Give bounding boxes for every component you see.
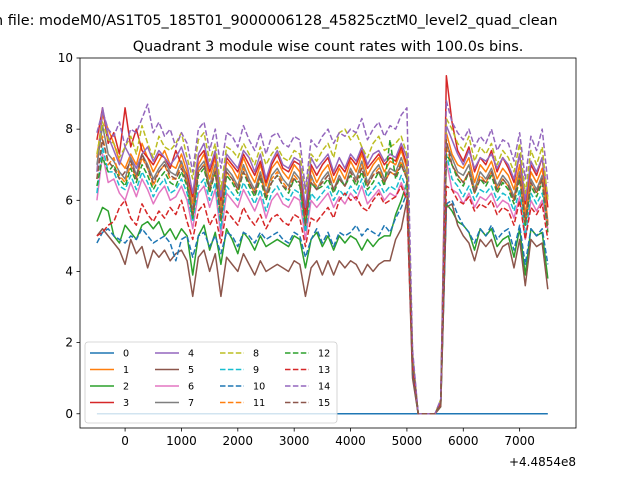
legend-label-11: 11	[253, 398, 265, 409]
figure-suptitle: n file: modeM0/AS1T05_185T01_9000006128_…	[0, 13, 558, 29]
legend-label-2: 2	[123, 382, 129, 393]
series-line-1	[96, 114, 549, 415]
x-tick-label: 2000	[223, 434, 254, 448]
y-tick-label: 2	[65, 336, 73, 350]
series-line-13	[96, 185, 549, 415]
legend-label-8: 8	[253, 349, 259, 360]
legend-label-0: 0	[123, 349, 129, 360]
legend-label-13: 13	[318, 365, 330, 376]
series-line-12	[96, 139, 549, 415]
series-line-8	[96, 117, 549, 415]
y-tick-label: 0	[65, 407, 73, 421]
series-line-7	[96, 124, 549, 415]
series-line-9	[96, 146, 549, 415]
x-tick-label: 5000	[392, 434, 423, 448]
y-tick-label: 6	[65, 193, 73, 207]
axes-frame	[79, 57, 577, 429]
legend-label-4: 4	[188, 349, 194, 360]
series-line-4	[96, 107, 549, 415]
legend-label-6: 6	[188, 382, 194, 393]
y-tick-label: 10	[58, 51, 73, 65]
x-tick-label: 4000	[335, 434, 366, 448]
x-tick-label: 7000	[504, 434, 535, 448]
chart-title: Quadrant 3 module wise count rates with …	[133, 39, 524, 55]
legend-box	[84, 341, 338, 424]
y-tick-label: 8	[65, 122, 73, 136]
series-line-6	[96, 153, 549, 415]
x-tick-label: 3000	[279, 434, 310, 448]
x-tick-label: 6000	[448, 434, 479, 448]
series-line-2	[96, 181, 549, 415]
x-offset-label: +4.4854e8	[509, 455, 576, 469]
legend-label-7: 7	[188, 398, 194, 409]
legend-label-1: 1	[123, 365, 129, 376]
legend-label-15: 15	[318, 398, 330, 409]
x-axis: 0 1000 2000 3000 4000 5000 6000 7000	[121, 428, 535, 448]
legend-label-5: 5	[188, 365, 194, 376]
x-tick-label: 1000	[166, 434, 197, 448]
legend-label-14: 14	[318, 382, 330, 393]
y-tick-label: 4	[65, 264, 73, 278]
legend-label-3: 3	[123, 398, 129, 409]
series-layer	[96, 75, 549, 415]
series-line-15	[96, 139, 549, 415]
series-line-10	[96, 192, 549, 415]
legend-label-12: 12	[318, 349, 330, 360]
legend-label-9: 9	[253, 365, 259, 376]
y-axis: 0 2 4 6 8 10	[58, 51, 80, 421]
series-line-14	[96, 99, 549, 415]
series-line-5	[96, 199, 549, 415]
x-tick-label: 0	[121, 434, 129, 448]
legend-label-10: 10	[253, 382, 265, 393]
